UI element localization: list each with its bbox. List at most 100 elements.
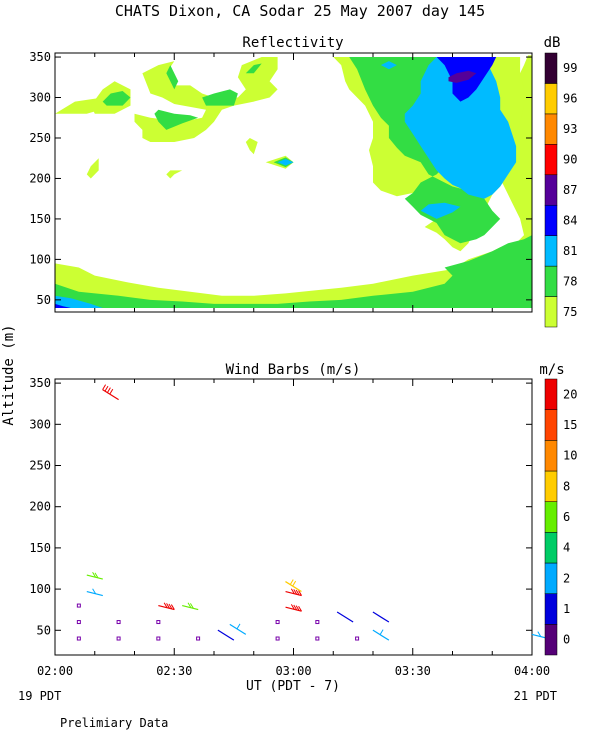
wind-barb-flag <box>106 387 111 393</box>
wind-barb-flag <box>537 631 542 637</box>
reflectivity-region <box>420 202 461 219</box>
colorbar-swatch <box>544 52 558 84</box>
reflectivity-region <box>86 158 99 179</box>
colorbar-label: 4 <box>563 541 570 555</box>
colorbar-label: 78 <box>563 274 577 288</box>
wind-barb-flag <box>92 588 97 595</box>
reflectivity-region <box>245 63 262 74</box>
colorbar-label: 0 <box>563 633 570 647</box>
colorbar-swatch <box>544 532 558 564</box>
calm-marker <box>315 620 320 625</box>
x-tick-label: 03:30 <box>395 664 431 678</box>
wind-barb-flag <box>94 572 99 579</box>
x-tick-label: 04:00 <box>514 664 550 678</box>
x-tick-label: 03:00 <box>275 664 311 678</box>
wind-barb-flag <box>102 384 107 390</box>
colorbar-swatch <box>544 296 558 328</box>
wind-barb-flag <box>295 605 300 611</box>
colorbar-swatch <box>544 440 558 472</box>
figure-title: CHATS Dixon, CA Sodar 25 May 2007 day 14… <box>115 2 485 20</box>
y-tick-label: 200 <box>29 500 51 514</box>
wind-barb-flag <box>236 623 241 630</box>
colorbar-label: 81 <box>563 244 577 258</box>
y-tick-label: 300 <box>29 91 51 105</box>
colorbar-label: 2 <box>563 571 570 585</box>
wind-barb-flag <box>293 604 298 611</box>
y-tick-label: 250 <box>29 131 51 145</box>
x-tick-label: 02:30 <box>156 664 192 678</box>
reflectivity-region <box>245 138 258 155</box>
reflectivity-region <box>166 170 183 179</box>
wind-barb-flag <box>163 602 168 609</box>
calm-marker <box>76 603 81 608</box>
wind-barbs-data <box>76 384 549 641</box>
reflectivity-region <box>55 235 532 308</box>
y-tick-label: 100 <box>29 252 51 266</box>
y-tick-label: 150 <box>29 212 51 226</box>
y-axis-label: Altitude (m) <box>1 324 17 425</box>
wind-barb-flag <box>289 579 294 585</box>
colorbar-label: 1 <box>563 602 570 616</box>
wind-barb-flag <box>298 590 302 596</box>
colorbar-label: 15 <box>563 418 577 432</box>
reflectivity-region <box>154 109 199 130</box>
colorbar-swatch <box>544 174 558 206</box>
wind-barb-flag <box>187 602 192 609</box>
colorbar-swatch <box>544 470 558 502</box>
calm-marker <box>76 636 81 641</box>
reflectivity-panel: Reflectivity 50 100 150 200 250 300 350 75 78 81… <box>29 35 577 328</box>
calm-marker <box>315 636 320 641</box>
wind-barb <box>285 581 302 593</box>
colorbar-label: 8 <box>563 479 570 493</box>
colorbar-swatch <box>544 83 558 115</box>
reflectivity-region <box>202 89 238 106</box>
colorbar-swatch <box>544 113 558 145</box>
wind-barb <box>372 611 390 623</box>
calm-marker <box>275 620 280 625</box>
reflectivity-region <box>277 159 294 166</box>
x-axis-label: UT (PDT - 7) <box>246 679 340 694</box>
x-end-local-label: 21 PDT <box>514 689 557 703</box>
reflectivity-title: Reflectivity <box>242 35 343 51</box>
reflectivity-region <box>404 57 517 199</box>
y-tick-label: 350 <box>29 376 51 390</box>
wind-barb-flag <box>295 589 300 596</box>
wind-barb-flag <box>92 572 97 578</box>
wind-barbs-x-axis: 02:00 02:30 03:00 03:30 04:00 <box>37 379 550 678</box>
wind-barb-flag <box>166 603 170 609</box>
colorbar-swatch <box>544 144 558 176</box>
reflectivity-region <box>448 70 477 83</box>
wind-barb <box>86 574 103 580</box>
reflectivity-region <box>380 61 397 70</box>
colorbar-swatch <box>544 624 558 656</box>
x-start-local-label: 19 PDT <box>18 689 61 703</box>
colorbar-swatch <box>544 235 558 267</box>
y-tick-label: 350 <box>29 50 51 64</box>
y-tick-label: 300 <box>29 417 51 431</box>
colorbar-label: 96 <box>563 92 577 106</box>
calm-marker <box>156 620 161 625</box>
colorbar-label: 87 <box>563 183 577 197</box>
wind-barbs-title: Wind Barbs (m/s) <box>226 362 361 378</box>
colorbar-swatch <box>544 265 558 297</box>
reflectivity-contours <box>55 55 532 309</box>
wind-barb <box>86 590 103 597</box>
wind-barbs-y-axis: 50 100 150 200 250 300 350 <box>29 376 532 637</box>
wind-barb-flag <box>170 604 175 610</box>
colorbar-swatch <box>544 501 558 533</box>
y-tick-label: 100 <box>29 582 51 596</box>
colorbar-label: 99 <box>563 61 577 75</box>
wind-barbs-frame <box>54 378 533 656</box>
colorbar-swatch <box>544 378 558 410</box>
y-tick-label: 150 <box>29 541 51 555</box>
calm-marker <box>116 636 121 641</box>
reflectivity-region <box>55 303 71 308</box>
wind-barb <box>229 623 247 635</box>
wind-barb <box>182 604 199 611</box>
y-tick-label: 200 <box>29 171 51 185</box>
colorbar-swatch <box>544 409 558 441</box>
colorbar-swatch <box>544 204 558 236</box>
reflectivity-region <box>102 91 131 106</box>
colorbar-label: 75 <box>563 305 577 319</box>
